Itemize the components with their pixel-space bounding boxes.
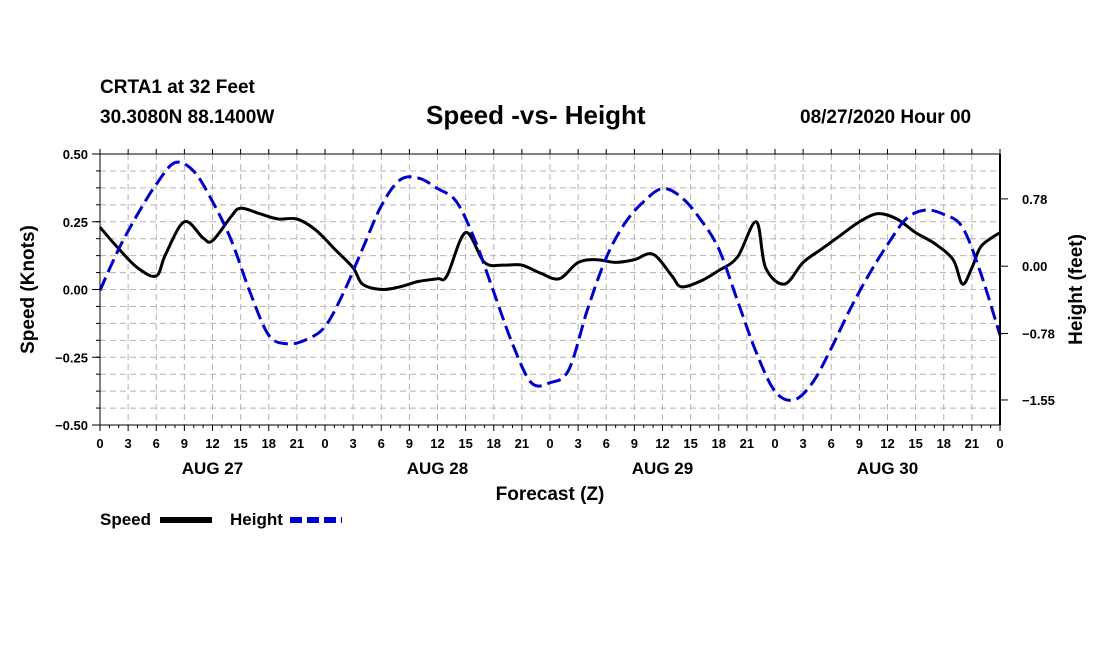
x-tick-label: 0 — [546, 436, 553, 451]
y-tick-label: −0.50 — [55, 418, 88, 433]
x-tick-label: 6 — [603, 436, 610, 451]
x-tick-label: 3 — [350, 436, 357, 451]
station-label: CRTA1 at 32 Feet — [100, 77, 255, 98]
legend: Speed Height — [100, 510, 342, 529]
x-tick-label: 18 — [712, 436, 726, 451]
x-tick-label: 18 — [937, 436, 951, 451]
y-tick-label: −0.25 — [55, 350, 88, 365]
y2-tick-label: −0.78 — [1022, 327, 1055, 342]
y2-tick-label: 0.78 — [1022, 192, 1047, 207]
x-tick-label: 0 — [771, 436, 778, 451]
x-tick-label: 12 — [880, 436, 894, 451]
x-tick-label: 18 — [262, 436, 276, 451]
y2-tick-label: 0.00 — [1022, 259, 1047, 274]
x-tick-label: 6 — [153, 436, 160, 451]
coordinates-label: 30.3080N 88.1400W — [100, 107, 275, 128]
x-tick-label: 9 — [406, 436, 413, 451]
x-tick-label: 3 — [125, 436, 132, 451]
x-tick-label: 18 — [487, 436, 501, 451]
x-tick-label: 9 — [181, 436, 188, 451]
y-tick-label: 0.00 — [63, 283, 88, 298]
y2-axis-title: Height (feet) — [1066, 234, 1087, 345]
x-tick-label: 21 — [290, 436, 304, 451]
x-tick-label: 9 — [631, 436, 638, 451]
x-tick-label: 3 — [800, 436, 807, 451]
x-tick-label: 15 — [458, 436, 472, 451]
x-tick-label: 12 — [205, 436, 219, 451]
day-label: AUG 27 — [182, 459, 243, 478]
forecast-datetime: 08/27/2020 Hour 00 — [800, 107, 972, 128]
x-tick-label: 3 — [575, 436, 582, 451]
x-tick-label: 12 — [655, 436, 669, 451]
x-tick-label: 21 — [965, 436, 979, 451]
y-tick-label: 0.25 — [63, 215, 88, 230]
x-tick-label: 15 — [233, 436, 247, 451]
x-tick-label: 0 — [321, 436, 328, 451]
x-tick-label: 6 — [828, 436, 835, 451]
x-axis-title: Forecast (Z) — [496, 484, 605, 505]
y-axis-title: Speed (Knots) — [18, 225, 39, 354]
day-label: AUG 29 — [632, 459, 693, 478]
grid-layer — [100, 154, 1000, 425]
x-tick-label: 15 — [908, 436, 922, 451]
x-tick-label: 0 — [96, 436, 103, 451]
legend-speed-label: Speed — [100, 510, 151, 529]
x-tick-label: 21 — [515, 436, 529, 451]
label-layer: 0 3 6 9 12 15 18 21 0 3 6 9 12 15 18 21 0 3 6 9 12 15 18 21 0 3 6 9… — [55, 147, 1055, 478]
legend-height-label: Height — [230, 510, 283, 529]
x-tick-label: 0 — [996, 436, 1003, 451]
x-tick-label: 21 — [740, 436, 754, 451]
x-tick-label: 9 — [856, 436, 863, 451]
day-label: AUG 28 — [407, 459, 468, 478]
x-tick-label: 15 — [683, 436, 697, 451]
y-tick-label: 0.50 — [63, 147, 88, 162]
y2-tick-label: −1.55 — [1022, 393, 1055, 408]
x-tick-label: 12 — [430, 436, 444, 451]
tick-layer — [92, 149, 1008, 431]
series-line-speed — [98, 206, 1001, 292]
series-layer — [98, 160, 1002, 402]
chart-title: Speed -vs- Height — [426, 100, 646, 130]
series-line-height — [98, 160, 1002, 402]
x-tick-label: 6 — [378, 436, 385, 451]
day-label: AUG 30 — [857, 459, 918, 478]
